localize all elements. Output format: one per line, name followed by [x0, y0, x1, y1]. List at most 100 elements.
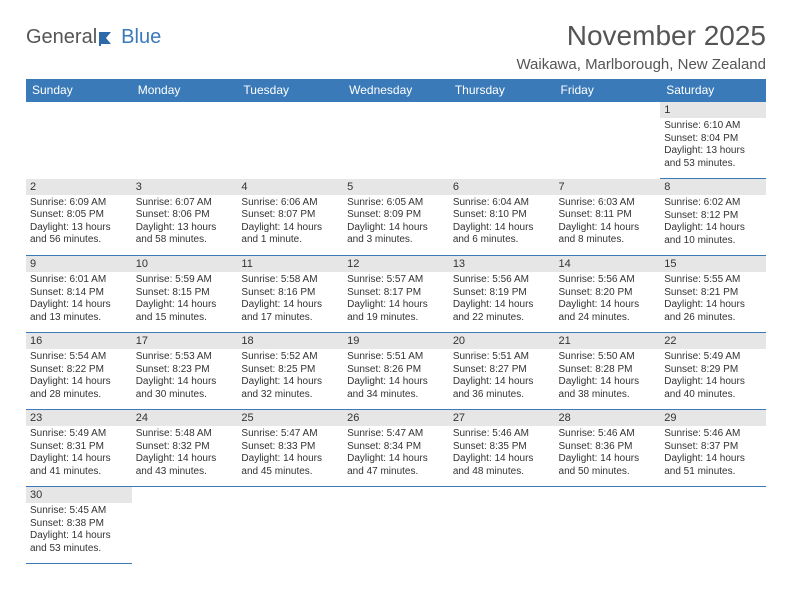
day-number: 20: [449, 333, 555, 349]
calendar-cell: [343, 487, 449, 564]
calendar-cell: 20Sunrise: 5:51 AMSunset: 8:27 PMDayligh…: [449, 333, 555, 410]
day-number: 25: [237, 410, 343, 426]
calendar-cell: [237, 102, 343, 179]
calendar-cell: 15Sunrise: 5:55 AMSunset: 8:21 PMDayligh…: [660, 256, 766, 333]
calendar-cell: [660, 487, 766, 564]
day-body: Sunrise: 5:55 AMSunset: 8:21 PMDaylight:…: [660, 272, 766, 328]
day-body: Sunrise: 5:51 AMSunset: 8:27 PMDaylight:…: [449, 349, 555, 405]
day-number: 8: [660, 179, 766, 195]
day-body: Sunrise: 5:52 AMSunset: 8:25 PMDaylight:…: [237, 349, 343, 405]
calendar-cell: 5Sunrise: 6:05 AMSunset: 8:09 PMDaylight…: [343, 179, 449, 256]
day-header-row: Sunday Monday Tuesday Wednesday Thursday…: [26, 79, 766, 102]
day-number: 18: [237, 333, 343, 349]
day-number: 7: [555, 179, 661, 195]
day-number: 28: [555, 410, 661, 426]
day-number: 1: [660, 102, 766, 118]
day-body: Sunrise: 6:07 AMSunset: 8:06 PMDaylight:…: [132, 195, 238, 251]
day-number: 11: [237, 256, 343, 272]
calendar-row: 23Sunrise: 5:49 AMSunset: 8:31 PMDayligh…: [26, 410, 766, 487]
day-number: 10: [132, 256, 238, 272]
calendar-row: 16Sunrise: 5:54 AMSunset: 8:22 PMDayligh…: [26, 333, 766, 410]
day-number: 6: [449, 179, 555, 195]
day-body: Sunrise: 5:54 AMSunset: 8:22 PMDaylight:…: [26, 349, 132, 405]
day-body: Sunrise: 6:10 AMSunset: 8:04 PMDaylight:…: [660, 118, 766, 174]
day-number: 23: [26, 410, 132, 426]
brand-general: General: [26, 26, 97, 49]
day-header: Tuesday: [237, 79, 343, 102]
day-number: 24: [132, 410, 238, 426]
day-header: Wednesday: [343, 79, 449, 102]
calendar-cell: 1Sunrise: 6:10 AMSunset: 8:04 PMDaylight…: [660, 102, 766, 179]
day-body: Sunrise: 5:58 AMSunset: 8:16 PMDaylight:…: [237, 272, 343, 328]
calendar-cell: 12Sunrise: 5:57 AMSunset: 8:17 PMDayligh…: [343, 256, 449, 333]
calendar-table: Sunday Monday Tuesday Wednesday Thursday…: [26, 79, 766, 564]
calendar-cell: [449, 102, 555, 179]
day-body: Sunrise: 5:50 AMSunset: 8:28 PMDaylight:…: [555, 349, 661, 405]
page-subtitle: Waikawa, Marlborough, New Zealand: [516, 56, 766, 73]
calendar-cell: 13Sunrise: 5:56 AMSunset: 8:19 PMDayligh…: [449, 256, 555, 333]
day-body: Sunrise: 5:46 AMSunset: 8:36 PMDaylight:…: [555, 426, 661, 482]
day-number: 16: [26, 333, 132, 349]
calendar-cell: [555, 102, 661, 179]
day-body: Sunrise: 5:59 AMSunset: 8:15 PMDaylight:…: [132, 272, 238, 328]
day-body: Sunrise: 6:05 AMSunset: 8:09 PMDaylight:…: [343, 195, 449, 251]
day-header: Sunday: [26, 79, 132, 102]
day-body: Sunrise: 5:56 AMSunset: 8:20 PMDaylight:…: [555, 272, 661, 328]
calendar-cell: 10Sunrise: 5:59 AMSunset: 8:15 PMDayligh…: [132, 256, 238, 333]
calendar-cell: 8Sunrise: 6:02 AMSunset: 8:12 PMDaylight…: [660, 179, 766, 256]
day-body: Sunrise: 5:51 AMSunset: 8:26 PMDaylight:…: [343, 349, 449, 405]
day-body: Sunrise: 5:48 AMSunset: 8:32 PMDaylight:…: [132, 426, 238, 482]
calendar-cell: 19Sunrise: 5:51 AMSunset: 8:26 PMDayligh…: [343, 333, 449, 410]
header: General Blue November 2025 Waikawa, Marl…: [26, 20, 766, 73]
calendar-cell: 18Sunrise: 5:52 AMSunset: 8:25 PMDayligh…: [237, 333, 343, 410]
calendar-cell: 3Sunrise: 6:07 AMSunset: 8:06 PMDaylight…: [132, 179, 238, 256]
day-header: Friday: [555, 79, 661, 102]
day-number: 3: [132, 179, 238, 195]
day-body: Sunrise: 5:56 AMSunset: 8:19 PMDaylight:…: [449, 272, 555, 328]
day-body: Sunrise: 5:46 AMSunset: 8:35 PMDaylight:…: [449, 426, 555, 482]
calendar-row: 2Sunrise: 6:09 AMSunset: 8:05 PMDaylight…: [26, 179, 766, 256]
calendar-cell: 24Sunrise: 5:48 AMSunset: 8:32 PMDayligh…: [132, 410, 238, 487]
day-body: Sunrise: 5:53 AMSunset: 8:23 PMDaylight:…: [132, 349, 238, 405]
day-number: 17: [132, 333, 238, 349]
day-header: Monday: [132, 79, 238, 102]
day-body: Sunrise: 5:57 AMSunset: 8:17 PMDaylight:…: [343, 272, 449, 328]
calendar-cell: [449, 487, 555, 564]
day-body: Sunrise: 5:45 AMSunset: 8:38 PMDaylight:…: [26, 503, 132, 559]
day-body: Sunrise: 5:47 AMSunset: 8:34 PMDaylight:…: [343, 426, 449, 482]
day-number: 29: [660, 410, 766, 426]
day-number: 26: [343, 410, 449, 426]
calendar-cell: 7Sunrise: 6:03 AMSunset: 8:11 PMDaylight…: [555, 179, 661, 256]
day-body: Sunrise: 5:47 AMSunset: 8:33 PMDaylight:…: [237, 426, 343, 482]
calendar-cell: 2Sunrise: 6:09 AMSunset: 8:05 PMDaylight…: [26, 179, 132, 256]
calendar-cell: [237, 487, 343, 564]
page-title: November 2025: [516, 20, 766, 52]
calendar-cell: 30Sunrise: 5:45 AMSunset: 8:38 PMDayligh…: [26, 487, 132, 564]
calendar-cell: 9Sunrise: 6:01 AMSunset: 8:14 PMDaylight…: [26, 256, 132, 333]
calendar-cell: 17Sunrise: 5:53 AMSunset: 8:23 PMDayligh…: [132, 333, 238, 410]
calendar-row: 30Sunrise: 5:45 AMSunset: 8:38 PMDayligh…: [26, 487, 766, 564]
calendar-cell: 4Sunrise: 6:06 AMSunset: 8:07 PMDaylight…: [237, 179, 343, 256]
calendar-cell: 27Sunrise: 5:46 AMSunset: 8:35 PMDayligh…: [449, 410, 555, 487]
calendar-cell: 22Sunrise: 5:49 AMSunset: 8:29 PMDayligh…: [660, 333, 766, 410]
calendar-cell: [132, 102, 238, 179]
day-number: 4: [237, 179, 343, 195]
calendar-cell: 6Sunrise: 6:04 AMSunset: 8:10 PMDaylight…: [449, 179, 555, 256]
calendar-cell: 28Sunrise: 5:46 AMSunset: 8:36 PMDayligh…: [555, 410, 661, 487]
day-body: Sunrise: 5:46 AMSunset: 8:37 PMDaylight:…: [660, 426, 766, 482]
day-body: Sunrise: 6:06 AMSunset: 8:07 PMDaylight:…: [237, 195, 343, 251]
day-number: 30: [26, 487, 132, 503]
calendar-cell: 21Sunrise: 5:50 AMSunset: 8:28 PMDayligh…: [555, 333, 661, 410]
day-number: 27: [449, 410, 555, 426]
calendar-cell: [343, 102, 449, 179]
day-number: 9: [26, 256, 132, 272]
calendar-row: 9Sunrise: 6:01 AMSunset: 8:14 PMDaylight…: [26, 256, 766, 333]
day-body: Sunrise: 6:04 AMSunset: 8:10 PMDaylight:…: [449, 195, 555, 251]
calendar-cell: 16Sunrise: 5:54 AMSunset: 8:22 PMDayligh…: [26, 333, 132, 410]
day-header: Thursday: [449, 79, 555, 102]
calendar-cell: [26, 102, 132, 179]
day-body: Sunrise: 6:02 AMSunset: 8:12 PMDaylight:…: [660, 195, 766, 251]
day-body: Sunrise: 6:09 AMSunset: 8:05 PMDaylight:…: [26, 195, 132, 251]
calendar-body: 1Sunrise: 6:10 AMSunset: 8:04 PMDaylight…: [26, 102, 766, 564]
calendar-row: 1Sunrise: 6:10 AMSunset: 8:04 PMDaylight…: [26, 102, 766, 179]
